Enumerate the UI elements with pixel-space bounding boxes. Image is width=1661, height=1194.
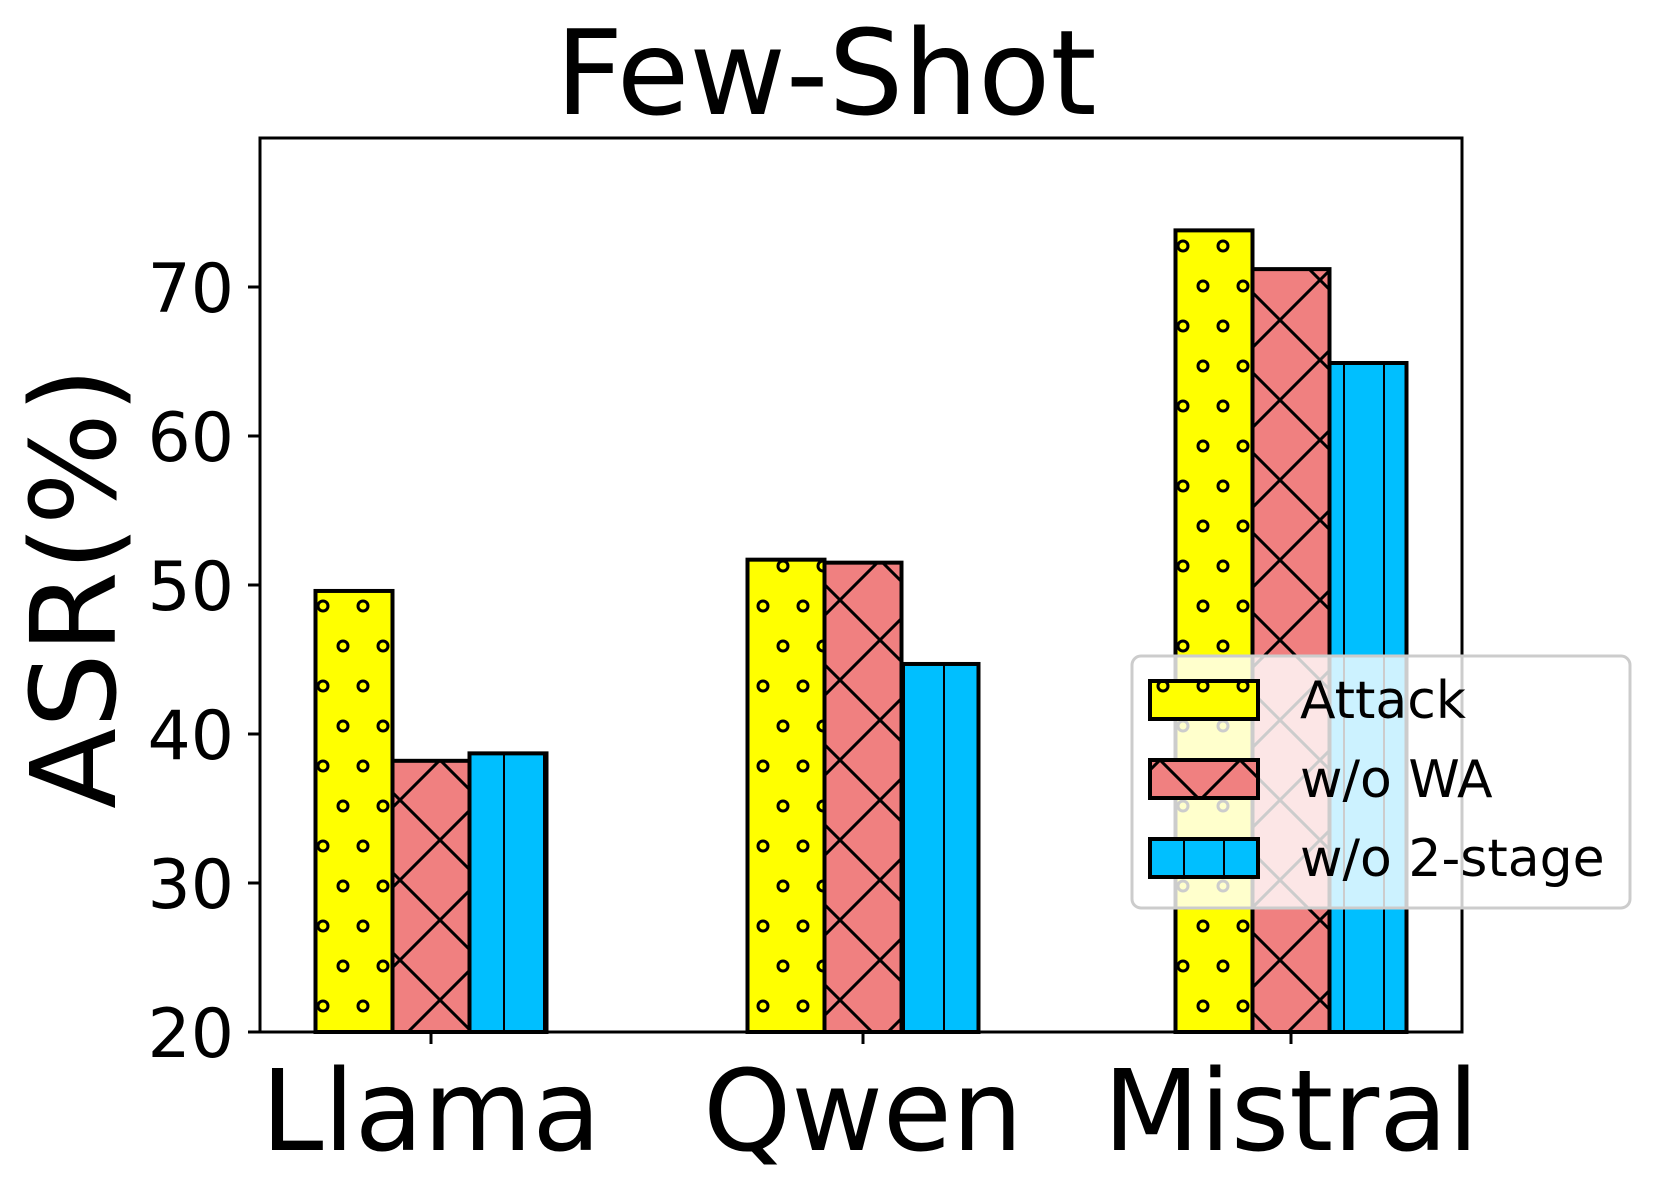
y-tick-label: 60	[147, 399, 234, 478]
y-tick-label: 40	[147, 697, 234, 776]
bar-llama-wo-wa	[390, 758, 472, 1034]
bar-qwen-attack	[745, 557, 827, 1034]
bar-llama-attack	[313, 588, 395, 1035]
y-tick-label: 20	[147, 995, 234, 1074]
bars-group	[313, 228, 1409, 1035]
legend-swatch-wo-wa	[1148, 758, 1260, 800]
legend-swatch-wo-2-stage	[1148, 837, 1260, 879]
legend-label-wo-2-stage: w/o 2-stage	[1300, 829, 1605, 889]
x-axis-ticks: Llama Qwen Mistral	[261, 1032, 1479, 1177]
legend-label-wo-wa: w/o WA	[1300, 750, 1493, 810]
x-tick-label-mistral: Mistral	[1103, 1047, 1479, 1177]
chart-title: Few-Shot	[555, 4, 1096, 142]
y-tick-label: 70	[147, 250, 234, 329]
legend-label-attack: Attack	[1300, 671, 1466, 731]
y-tick-label: 30	[147, 846, 234, 925]
y-axis-ticks: 20 30 40 50 60 70	[147, 250, 260, 1074]
y-tick-label: 50	[147, 548, 234, 627]
x-tick-label-llama: Llama	[261, 1047, 601, 1177]
legend-item-attack: Attack	[1148, 671, 1466, 731]
y-axis-label: ASR(%)	[5, 367, 143, 809]
bar-qwen-wo-2-stage	[899, 661, 981, 1034]
legend-swatch-attack	[1148, 679, 1260, 721]
legend-item-wo-wa: w/o WA	[1148, 750, 1493, 810]
x-tick-label-qwen: Qwen	[703, 1047, 1023, 1177]
legend-item-wo-2-stage: w/o 2-stage	[1148, 829, 1605, 889]
bar-mistral-attack	[1173, 228, 1255, 1034]
bar-mistral-wo-wa	[1250, 267, 1332, 1034]
legend: Attack w/o WA w/o 2-stage	[1130, 654, 1632, 910]
bar-llama-wo-2-stage	[467, 751, 549, 1034]
bar-qwen-wo-wa	[822, 560, 904, 1035]
